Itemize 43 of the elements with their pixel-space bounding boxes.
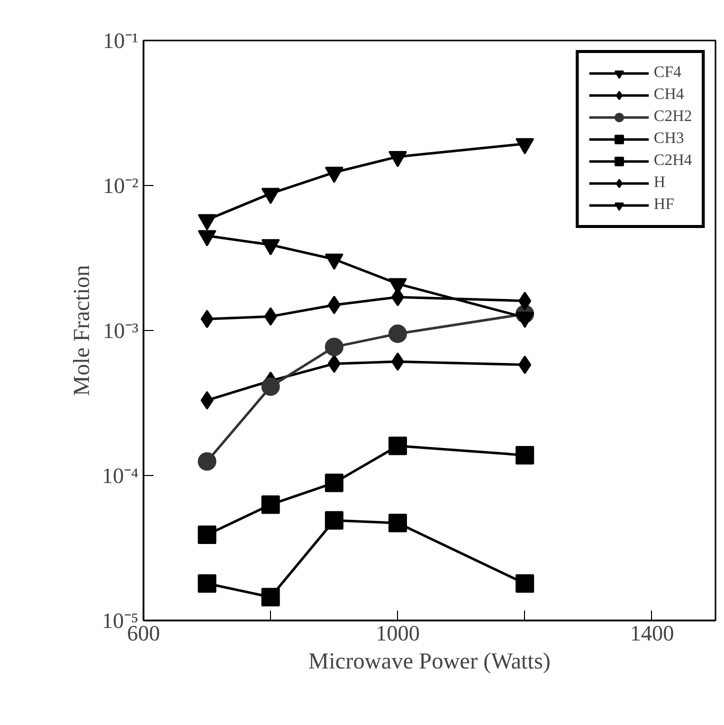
x-axis-title: Microwave Power (Watts) <box>308 648 551 674</box>
point <box>328 296 341 314</box>
point <box>388 324 407 343</box>
point <box>198 574 216 593</box>
point <box>261 188 280 204</box>
point <box>516 574 534 593</box>
legend-label: HF <box>654 196 674 214</box>
point <box>264 307 278 326</box>
x-tick-label: 1000 <box>376 620 420 646</box>
point <box>388 151 407 168</box>
point <box>324 474 344 492</box>
point <box>324 254 344 270</box>
x-tick-label: 1400 <box>630 620 674 646</box>
point <box>391 352 404 371</box>
point <box>388 436 407 456</box>
point <box>261 495 280 514</box>
point <box>261 239 280 256</box>
point <box>198 230 216 246</box>
point <box>324 338 344 356</box>
point <box>198 214 216 230</box>
point <box>518 292 532 310</box>
y-axis-title: Mole Fraction <box>68 264 94 396</box>
point <box>388 514 407 532</box>
legend-label: C2H2 <box>654 108 692 126</box>
point <box>198 526 216 544</box>
point <box>198 452 216 471</box>
y-tick-label: 10⁻¹ <box>102 28 139 53</box>
legend-label: H <box>654 174 666 192</box>
point <box>261 377 280 396</box>
point <box>516 446 534 464</box>
legend-label: C2H4 <box>654 152 692 170</box>
legend-label: CH4 <box>654 86 684 104</box>
point <box>516 138 534 154</box>
point <box>324 166 344 184</box>
point <box>518 356 532 374</box>
legend-label: CH3 <box>654 130 684 148</box>
y-tick-label: 10⁻⁴ <box>102 463 139 488</box>
point <box>261 588 280 606</box>
legend-label: CF4 <box>654 64 682 82</box>
point <box>324 511 344 530</box>
y-tick-label: 10⁻² <box>102 173 139 198</box>
point <box>328 354 341 373</box>
y-tick-label: 10⁻³ <box>102 318 139 343</box>
